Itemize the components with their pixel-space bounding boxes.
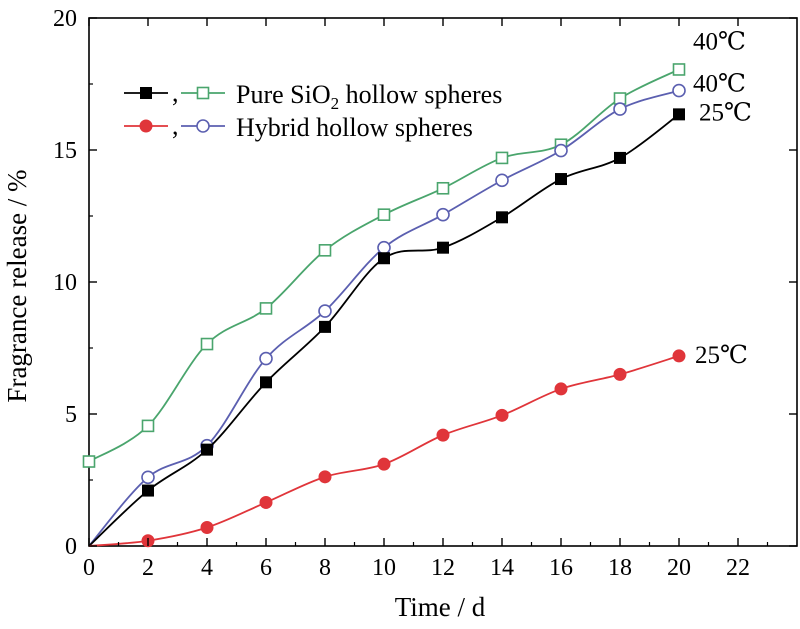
x-axis-title: Time / d	[395, 592, 486, 622]
legend-separator: ,	[172, 78, 179, 107]
x-tick-label: 4	[201, 555, 213, 581]
data-point-hybrid_25	[377, 457, 391, 471]
data-point-pure_25	[319, 320, 331, 333]
data-point-pure_25	[673, 108, 685, 121]
series-line-pure_25	[88, 113, 680, 547]
x-tick-label: 8	[319, 555, 331, 581]
x-tick-label: 6	[260, 555, 272, 581]
legend-marker	[139, 119, 153, 133]
data-point-hybrid_40	[259, 351, 273, 366]
x-tick-label: 0	[83, 555, 95, 581]
data-point-pure_25	[555, 173, 567, 186]
data-point-pure_40	[259, 302, 273, 315]
data-point-hybrid_25	[672, 349, 686, 363]
data-point-pure_25	[496, 211, 508, 224]
temperature-label-hybrid_25: 25℃	[695, 342, 748, 369]
series-line-hybrid_40	[88, 89, 680, 547]
data-point-hybrid_40	[436, 207, 450, 222]
y-tick-label: 10	[53, 270, 77, 296]
temperature-label-pure_40: 40℃	[693, 28, 746, 55]
data-point-hybrid_40	[495, 173, 509, 188]
data-point-pure_25	[378, 252, 390, 265]
legend-label: Pure SiO2 hollow spheres	[236, 80, 502, 113]
x-tick-label: 16	[549, 555, 573, 581]
temperature-label-hybrid_40: 40℃	[693, 71, 746, 98]
series-pure_25: 25℃	[88, 99, 752, 547]
data-point-pure_40	[82, 455, 96, 468]
series-layer: 40℃40℃25℃25℃	[82, 28, 752, 548]
data-point-pure_40	[141, 419, 155, 433]
legend-entry-0: , Pure SiO2 hollow spheres	[124, 78, 502, 113]
data-point-pure_25	[201, 443, 213, 456]
x-tick-label: 22	[726, 555, 750, 581]
data-point-pure_25	[260, 376, 272, 389]
x-tick-label: 2	[142, 555, 154, 581]
data-point-hybrid_40	[613, 102, 627, 116]
data-point-hybrid_25	[495, 408, 509, 422]
data-point-hybrid_25	[554, 382, 568, 396]
data-point-hybrid_25	[436, 428, 450, 442]
data-point-hybrid_40	[672, 83, 686, 98]
x-tick-label: 18	[608, 555, 632, 581]
y-tick-label: 20	[53, 6, 77, 32]
data-point-hybrid_25	[200, 521, 214, 535]
series-hybrid_25: 25℃	[88, 342, 748, 548]
data-point-pure_40	[200, 337, 214, 351]
data-point-hybrid_40	[141, 470, 155, 485]
data-point-pure_40	[377, 208, 391, 221]
legend-marker	[196, 86, 210, 100]
series-line-pure_40	[88, 68, 680, 463]
y-axis-title: Fragrance release / %	[2, 169, 32, 402]
legend-marker	[140, 87, 152, 99]
series-pure_40: 40℃	[82, 28, 746, 468]
data-point-hybrid_40	[318, 304, 332, 318]
axes-layer: 0 2 4 6 8 10 12 14 16 18 20 22 0 5 10 15 20	[53, 6, 797, 581]
y-tick-label: 15	[53, 138, 77, 164]
data-point-hybrid_25	[613, 367, 627, 381]
temperature-label-pure_25: 25℃	[699, 99, 752, 126]
legend-entry-1: , Hybrid hollow spheres	[124, 111, 473, 142]
data-point-hybrid_40	[554, 143, 568, 158]
legend-label: Hybrid hollow spheres	[236, 113, 473, 142]
data-point-pure_40	[672, 63, 686, 76]
data-point-pure_40	[436, 181, 450, 195]
data-point-hybrid_40	[377, 240, 391, 255]
y-tick-label: 5	[65, 402, 77, 428]
x-tick-label: 14	[490, 555, 514, 581]
legend-marker	[196, 119, 210, 133]
data-point-pure_40	[318, 244, 332, 257]
x-tick-label: 10	[372, 555, 396, 581]
x-tick-label: 12	[431, 555, 455, 581]
data-point-pure_25	[437, 241, 449, 254]
data-point-pure_25	[142, 484, 154, 497]
data-point-pure_40	[495, 151, 509, 165]
data-point-hybrid_25	[318, 470, 332, 484]
data-point-hybrid_25	[259, 495, 273, 509]
data-point-pure_25	[614, 151, 626, 164]
x-tick-label: 20	[667, 555, 691, 581]
legend: , Pure SiO2 hollow spheres, Hybrid hollow …	[124, 78, 502, 142]
y-tick-label: 0	[65, 534, 77, 560]
legend-separator: ,	[172, 111, 179, 140]
